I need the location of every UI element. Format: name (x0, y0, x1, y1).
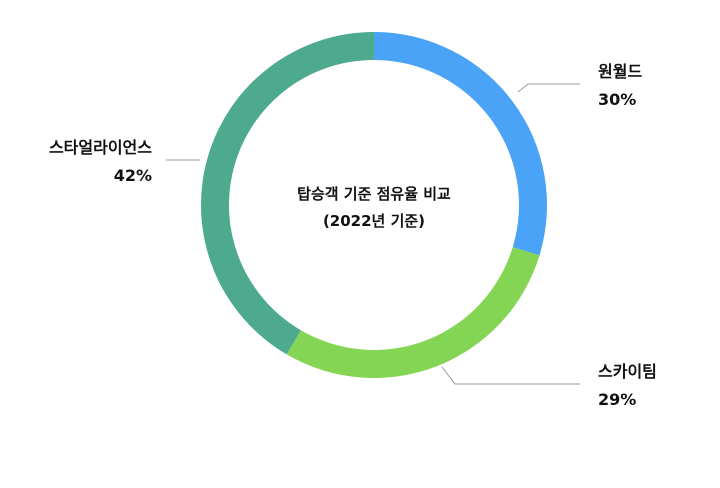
chart-center-title-line1: 탑승객 기준 점유율 비교 (297, 185, 451, 203)
slice-label-name-3: 스타얼라이언스 (49, 138, 152, 157)
chart-center-title-line2: (2022년 기준) (323, 212, 425, 230)
donut-slices (200, 32, 547, 378)
leader-line-1 (517, 83, 580, 93)
slice-label-value-3: 42% (114, 166, 152, 185)
donut-slice-1 (374, 32, 547, 256)
slice-label-value-2: 29% (598, 390, 636, 409)
donut-slice-2 (286, 247, 540, 378)
leader-lines (166, 83, 580, 385)
leader-line-2 (441, 366, 580, 385)
slice-label-name-1: 원월드 (598, 62, 642, 81)
slice-labels: 원월드 30% 스카이팀 29% 스타얼라이언스 42% (49, 62, 657, 409)
slice-label-name-2: 스카이팀 (598, 362, 657, 381)
slice-label-value-1: 30% (598, 90, 636, 109)
donut-slice-3 (200, 32, 374, 355)
